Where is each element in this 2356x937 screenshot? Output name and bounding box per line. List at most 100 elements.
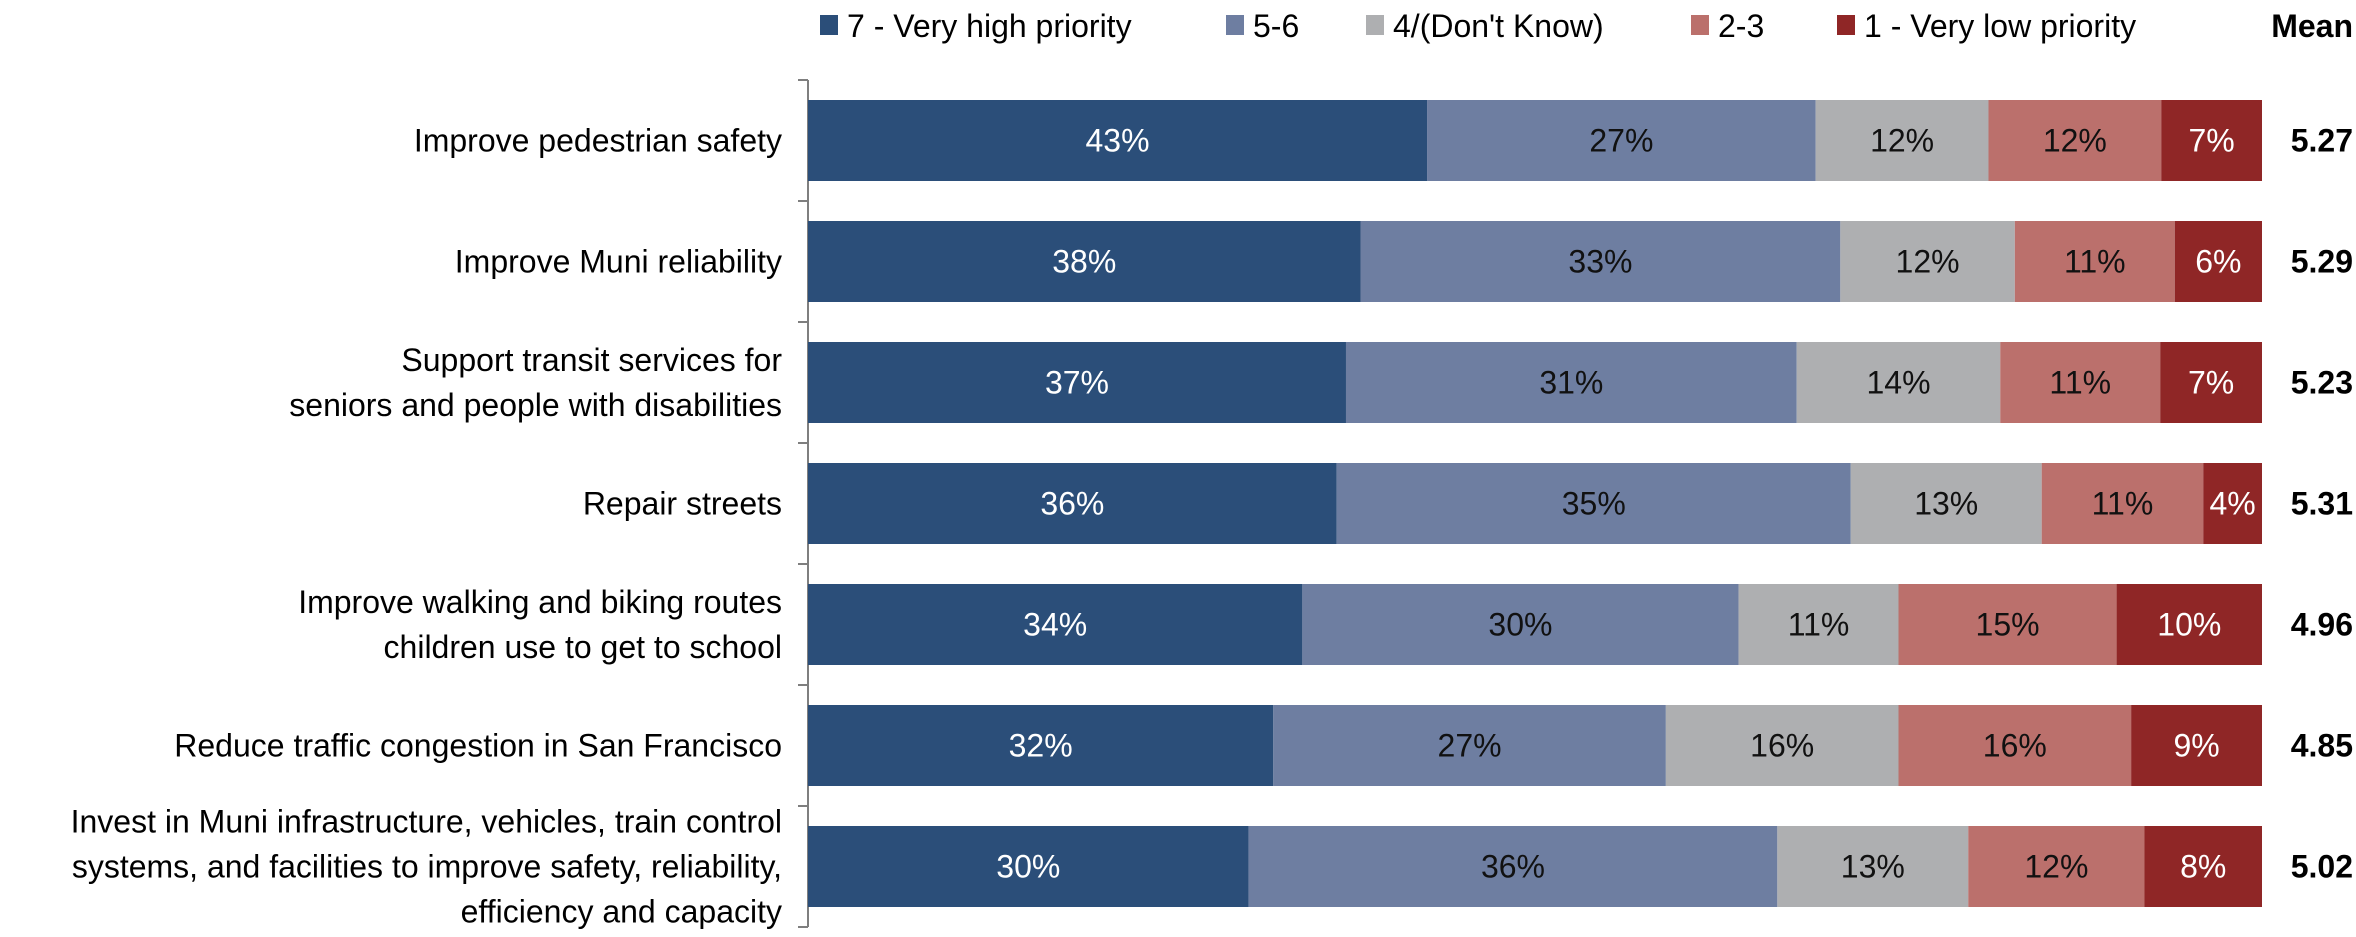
bar-segment	[1345, 342, 1797, 423]
mean-value: 5.29	[2291, 244, 2353, 280]
legend-swatch	[1837, 15, 1855, 35]
category-label: Improve pedestrian safety	[414, 123, 782, 159]
bar-value-label: 27%	[1438, 728, 1502, 764]
bar-value-label: 4%	[2210, 486, 2256, 522]
bar-value-label: 7%	[2188, 123, 2234, 159]
bar-segment	[1815, 100, 1989, 181]
mean-value: 5.23	[2291, 365, 2353, 401]
legend-label: 1 - Very low priority	[1864, 8, 2136, 44]
bar-value-label: 27%	[1589, 123, 1653, 159]
bar-value-label: 33%	[1568, 244, 1632, 280]
bar-value-label: 9%	[2173, 728, 2219, 764]
bar-value-label: 6%	[2195, 244, 2241, 280]
bar-segment	[2131, 705, 2262, 786]
category-label: Reduce traffic congestion in San Francis…	[174, 728, 782, 764]
bar-segment	[2144, 826, 2262, 907]
bar-segment	[1360, 221, 1841, 302]
bar-segment	[2116, 584, 2262, 665]
bars-group: 43% 27% 12% 12% 7% 38% 33% 12% 11% 6% 37% 31% 14% 11%…	[808, 100, 2262, 907]
mean-values: 5.27 5.29 5.23 5.31 4.96 4.85 5.02	[2291, 123, 2353, 885]
bar-value-label: 37%	[1045, 365, 1109, 401]
category-label: children use to get to school	[384, 629, 782, 665]
bar-segment	[808, 584, 1303, 665]
legend-label: 2-3	[1718, 8, 1764, 44]
bar-segment	[1665, 705, 1899, 786]
bar-value-label: 38%	[1052, 244, 1116, 280]
bar-segment	[2000, 342, 2161, 423]
bar-value-label: 31%	[1539, 365, 1603, 401]
mean-value: 5.02	[2291, 849, 2353, 885]
bar-value-label: 14%	[1866, 365, 1930, 401]
bar-value-label: 32%	[1009, 728, 1073, 764]
category-label: systems, and facilities to improve safet…	[72, 849, 782, 885]
bar-segment	[808, 221, 1361, 302]
category-label: Invest in Muni infrastructure, vehicles,…	[71, 804, 782, 840]
mean-value: 5.27	[2291, 123, 2353, 159]
bar-value-label: 36%	[1481, 849, 1545, 885]
bar-value-label: 8%	[2180, 849, 2226, 885]
bar-value-label: 30%	[996, 849, 1060, 885]
legend-label: 7 - Very high priority	[847, 8, 1132, 44]
bar-value-label: 15%	[1976, 607, 2040, 643]
bar-segment	[1850, 463, 2042, 544]
bar-value-label: 16%	[1983, 728, 2047, 764]
bar-segment	[1840, 221, 2015, 302]
bar-segment	[808, 463, 1337, 544]
chart-legend: 7 - Very high priority 5-6 4/(Don't Know) 2…	[820, 8, 2136, 44]
bar-segment	[2014, 221, 2175, 302]
bar-value-label: 7%	[2188, 365, 2234, 401]
bar-value-label: 11%	[1788, 607, 1850, 643]
bar-segment	[1777, 826, 1969, 907]
bar-segment	[2203, 463, 2262, 544]
category-label: Improve walking and biking routes	[298, 584, 782, 620]
legend-swatch	[1691, 15, 1709, 35]
bar-segment	[1248, 826, 1778, 907]
mean-value: 4.96	[2291, 607, 2353, 643]
category-axis	[798, 79, 809, 928]
bar-segment	[1898, 584, 2117, 665]
legend-swatch	[820, 15, 838, 35]
bar-segment	[2160, 342, 2262, 423]
bar-segment	[808, 826, 1249, 907]
mean-value: 5.31	[2291, 486, 2353, 522]
bar-value-label: 11%	[2049, 365, 2111, 401]
bar-value-label: 11%	[2064, 244, 2126, 280]
bar-segment	[2041, 463, 2204, 544]
bar-value-label: 34%	[1023, 607, 1087, 643]
bar-segment	[1273, 705, 1666, 786]
bar-value-label: 13%	[1914, 486, 1978, 522]
mean-column-header: Mean	[2271, 8, 2353, 44]
bar-value-label: 12%	[2024, 849, 2088, 885]
bar-segment	[1738, 584, 1899, 665]
bar-segment	[1988, 100, 2162, 181]
bar-segment	[1427, 100, 1816, 181]
legend-swatch	[1226, 15, 1244, 35]
bar-value-label: 35%	[1562, 486, 1626, 522]
category-label: Repair streets	[583, 486, 782, 522]
bar-segment	[808, 342, 1346, 423]
bar-segment	[808, 705, 1274, 786]
bar-segment	[1796, 342, 2001, 423]
bar-value-label: 30%	[1488, 607, 1552, 643]
mean-value: 4.85	[2291, 728, 2353, 764]
category-label: Support transit services for	[401, 342, 782, 378]
bar-segment	[1336, 463, 1851, 544]
legend-label: 4/(Don't Know)	[1393, 8, 1604, 44]
category-label: efficiency and capacity	[461, 894, 782, 930]
bar-value-label: 36%	[1040, 486, 1104, 522]
bar-value-label: 12%	[1870, 123, 1934, 159]
bar-value-label: 12%	[1896, 244, 1960, 280]
bar-segment	[1302, 584, 1739, 665]
legend-swatch	[1366, 15, 1384, 35]
bar-segment	[1968, 826, 2145, 907]
bar-segment	[2161, 100, 2262, 181]
bar-value-label: 10%	[2157, 607, 2221, 643]
bar-value-label: 12%	[2043, 123, 2107, 159]
bar-value-label: 16%	[1750, 728, 1814, 764]
bar-value-label: 13%	[1841, 849, 1905, 885]
bar-segment	[1898, 705, 2132, 786]
bar-value-label: 43%	[1085, 123, 1149, 159]
category-label: seniors and people with disabilities	[289, 387, 782, 423]
bar-value-label: 11%	[2092, 486, 2154, 522]
